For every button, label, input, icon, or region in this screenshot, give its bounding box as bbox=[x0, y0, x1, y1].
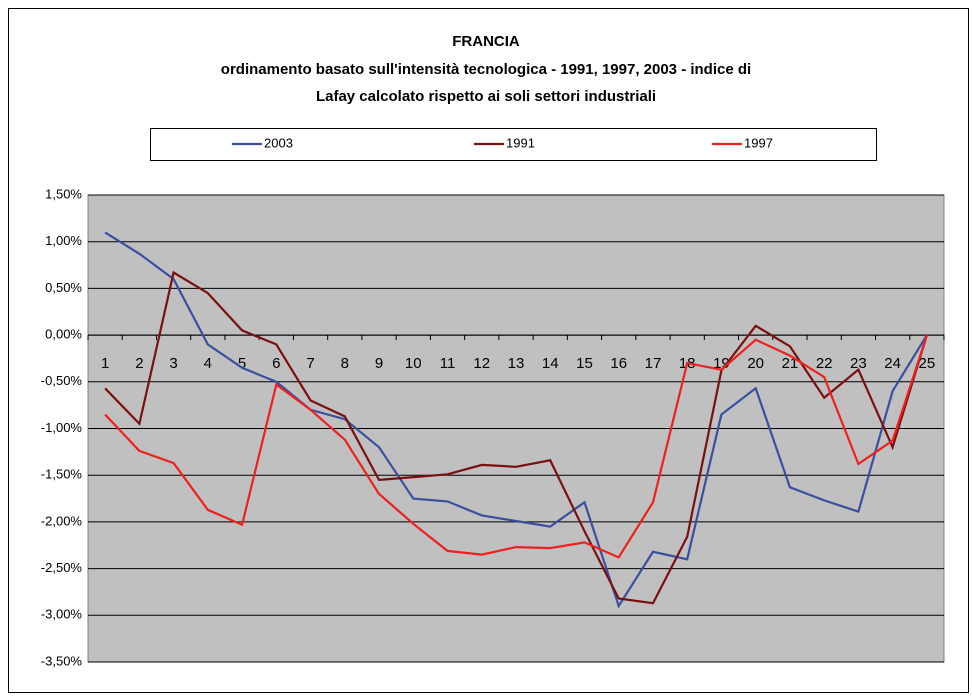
x-tick-label: 8 bbox=[341, 355, 349, 372]
x-tick-label: 10 bbox=[405, 355, 422, 372]
y-tick-label: 1,00% bbox=[45, 233, 82, 248]
x-tick-label: 5 bbox=[238, 355, 246, 372]
y-tick-label: 1,50% bbox=[45, 186, 82, 201]
x-tick-label: 11 bbox=[440, 355, 456, 372]
x-tick-label: 15 bbox=[576, 355, 593, 372]
y-tick-label: -2,00% bbox=[41, 513, 83, 528]
x-tick-label: 4 bbox=[204, 355, 212, 372]
x-tick-label: 22 bbox=[816, 355, 833, 372]
y-tick-label: -1,50% bbox=[41, 467, 83, 482]
x-tick-label: 21 bbox=[782, 355, 799, 372]
x-tick-label: 14 bbox=[542, 355, 559, 372]
legend-label: 1991 bbox=[506, 135, 535, 150]
x-tick-label: 17 bbox=[645, 355, 662, 372]
x-tick-label: 1 bbox=[101, 355, 109, 372]
y-tick-label: -2,50% bbox=[41, 560, 83, 575]
x-tick-label: 13 bbox=[508, 355, 525, 372]
chart-subtitle: Lafay calcolato rispetto ai soli settori… bbox=[316, 88, 656, 105]
x-tick-label: 20 bbox=[747, 355, 764, 372]
chart-title: FRANCIA bbox=[452, 33, 520, 50]
line-series bbox=[104, 231, 928, 609]
line-series bbox=[104, 334, 928, 559]
x-tick-label: 23 bbox=[850, 355, 867, 372]
y-tick-label: -0,50% bbox=[41, 373, 83, 388]
y-tick-label: -3,50% bbox=[41, 653, 83, 668]
x-tick-label: 2 bbox=[135, 355, 143, 372]
x-tick-label: 9 bbox=[375, 355, 383, 372]
x-tick-label: 3 bbox=[169, 355, 177, 372]
x-tick-label: 24 bbox=[884, 355, 901, 372]
x-tick-label: 12 bbox=[473, 355, 490, 372]
y-tick-label: 0,00% bbox=[45, 327, 82, 342]
x-tick-label: 7 bbox=[306, 355, 314, 372]
y-tick-label: -3,00% bbox=[41, 607, 83, 622]
chart-subtitle: ordinamento basato sull'intensità tecnol… bbox=[221, 61, 751, 78]
legend-label: 2003 bbox=[264, 135, 293, 150]
x-tick-label: 6 bbox=[272, 355, 280, 372]
y-tick-label: -1,00% bbox=[41, 420, 83, 435]
legend-label: 1997 bbox=[744, 135, 773, 150]
x-tick-label: 16 bbox=[610, 355, 627, 372]
y-tick-label: 0,50% bbox=[45, 280, 82, 295]
legend-box bbox=[150, 128, 877, 161]
x-tick-label: 25 bbox=[919, 355, 936, 372]
line-series bbox=[104, 270, 928, 605]
